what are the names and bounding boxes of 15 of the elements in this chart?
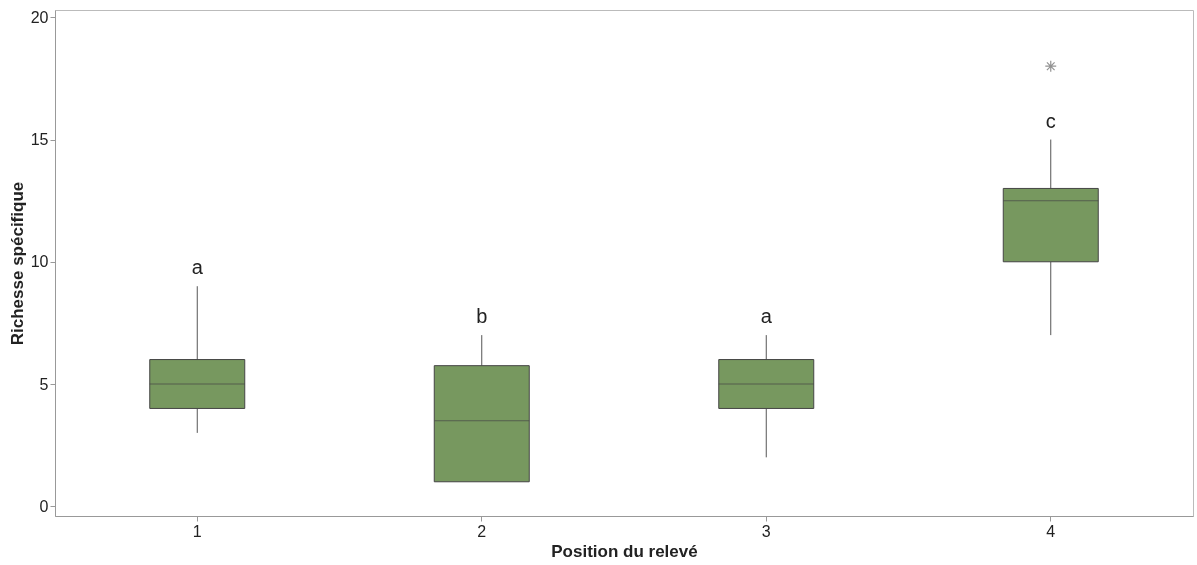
x-tick-label: 4: [1046, 522, 1056, 540]
x-tick-label: 1: [192, 522, 202, 540]
annotation: a: [191, 256, 204, 279]
x-axis-title: Position du relevé: [551, 541, 698, 561]
x-tick-label: 2: [477, 522, 487, 540]
y-tick-label: 15: [30, 131, 49, 149]
y-tick-label: 0: [39, 497, 49, 515]
y-tick-label: 5: [39, 375, 49, 393]
annotation: b: [476, 305, 488, 328]
x-tick-label: 3: [761, 522, 771, 540]
annotation: c: [1045, 109, 1056, 132]
annotation: a: [760, 305, 773, 328]
y-axis-title: Richesse spécifique: [7, 181, 27, 346]
y-tick-label: 10: [30, 253, 49, 271]
y-tick-label: 20: [30, 8, 49, 26]
